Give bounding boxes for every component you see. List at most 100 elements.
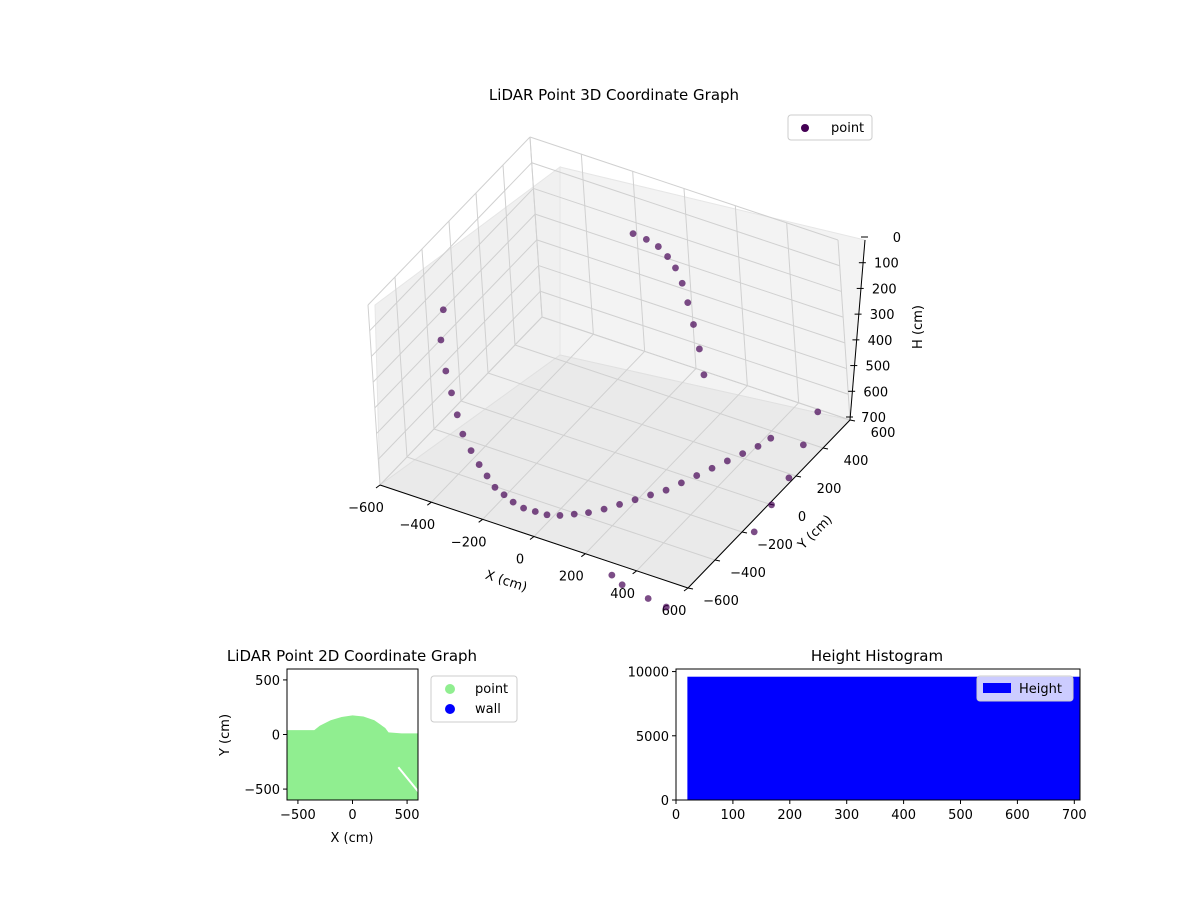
scatter-point-3d	[647, 491, 654, 499]
grid-line-z-right	[538, 265, 847, 370]
legend-marker-point-2d	[445, 684, 455, 694]
scatter-point-3d	[677, 479, 685, 487]
x-tick-label-hist: 400	[891, 808, 916, 823]
scatter-point-3d	[664, 253, 671, 260]
scatter-point-3d	[723, 457, 731, 465]
y-axis-label-2d: Y (cm)	[218, 714, 233, 757]
point-region-2d	[287, 715, 418, 800]
chart-2d-plot	[287, 715, 419, 800]
chart-3d: LiDAR Point 3D Coordinate Graph −600 −400…	[348, 86, 926, 619]
histogram-legend-box	[976, 675, 1074, 702]
scatter-point-3d	[608, 571, 616, 579]
z-axis-label-3d: H (cm)	[911, 305, 926, 349]
grid-line-z-left	[379, 316, 543, 486]
grid-line-y-floor	[460, 400, 770, 505]
scatter-point-3d	[767, 434, 775, 442]
y-tick-3d	[822, 447, 829, 450]
x-axis-label-2d: X (cm)	[331, 831, 374, 846]
grid-line-z-right	[540, 290, 849, 395]
grid-line-x-wall	[683, 188, 697, 369]
scatter-point-3d	[785, 474, 793, 482]
chart-histogram: Height Histogram 0 100 200 300 400 500 600 7000…	[628, 647, 1087, 823]
scatter-point-3d	[642, 236, 650, 243]
x-tick-3d	[683, 587, 689, 592]
z-tick-label-3d: 200	[872, 282, 897, 297]
z-tick-label-3d: 400	[868, 334, 893, 349]
x-tick-label-3d: 200	[559, 570, 584, 585]
scatter-point-3d	[654, 243, 662, 250]
scatter-point-3d	[814, 408, 822, 416]
z-tick-label-3d: 500	[865, 360, 890, 375]
z-tick-label-3d: 300	[870, 308, 895, 323]
grid-line-z-left	[371, 188, 534, 357]
x-tick-label-hist: 200	[777, 808, 802, 823]
scatter-point-3d	[644, 595, 652, 602]
grid-line-y-wall	[394, 276, 408, 458]
scatter-point-3d	[531, 508, 539, 515]
grid-line-x-wall	[734, 205, 748, 386]
scatter-point-3d	[768, 501, 775, 509]
grid-line-z-left	[372, 213, 536, 383]
chart-3d-points	[437, 230, 822, 611]
y-tick-label-3d: −600	[703, 594, 739, 609]
y-tick-label-2d: 0	[272, 729, 280, 744]
point-gap-2d	[397, 766, 419, 792]
grid-line-x-wall	[632, 171, 646, 352]
scatter-point-3d	[662, 603, 670, 611]
x-tick-label-hist: 300	[834, 808, 859, 823]
grid-line-z-left	[374, 239, 538, 409]
grid-line-z-left	[377, 290, 541, 460]
grid-line-y-floor	[487, 372, 797, 477]
chart-3d-grid	[367, 136, 851, 589]
y-tick-label-hist: 5000	[636, 730, 669, 745]
grid-line-z-right	[533, 187, 842, 292]
x-tick-3d	[478, 518, 483, 523]
grid-line-y-wall	[367, 304, 381, 486]
y-tick-3d	[795, 475, 802, 478]
legend-marker-height	[983, 683, 1011, 693]
scatter-point-3d	[693, 472, 701, 479]
x-tick-3d	[427, 501, 432, 506]
x-tick-3d	[529, 536, 535, 540]
scatter-point-3d	[448, 389, 455, 397]
scatter-point-3d	[585, 509, 592, 516]
chart-3d-legend: point	[787, 114, 873, 141]
z-tick-label-3d: 100	[874, 257, 899, 272]
x-tick-3d	[632, 570, 637, 575]
scatter-point-3d	[556, 512, 564, 519]
y-tick-3d	[687, 587, 694, 590]
y-tick-3d	[849, 419, 856, 422]
scatter-point-3d	[662, 486, 670, 494]
y-tick-label-3d: −400	[730, 566, 766, 581]
x-tick-label-3d: −200	[451, 535, 487, 550]
legend-label-wall-2d: wall	[475, 702, 501, 717]
grid-line-z-right	[536, 239, 846, 344]
x-tick-label-hist: 500	[948, 808, 973, 823]
x-tick-label-2d: 500	[395, 808, 420, 823]
x-tick-label-hist: 600	[1005, 808, 1030, 823]
grid-line-z-left	[367, 136, 531, 306]
legend-label-height: Height	[1019, 682, 1062, 697]
chart-2d-ticks: −500 0 500 −500 0 500	[244, 674, 419, 823]
chart-2d-legend: point wall	[430, 675, 518, 723]
scatter-point-3d	[600, 505, 608, 513]
chart-2d: LiDAR Point 2D Coordinate Graph −500 0 500…	[218, 647, 518, 846]
legend-label-point-3d: point	[831, 121, 864, 136]
grid-line-y-floor	[406, 456, 716, 561]
chart-3d-title: LiDAR Point 3D Coordinate Graph	[489, 86, 739, 104]
legend-marker-point-3d	[801, 124, 809, 132]
y-tick-label-2d: −500	[244, 783, 280, 798]
scatter-point-3d	[442, 367, 450, 375]
scatter-point-3d	[459, 430, 467, 438]
scatter-point-3d	[616, 501, 623, 508]
scatter-point-3d	[631, 496, 639, 504]
grid-line-x-wall	[837, 239, 851, 421]
z-tick-label-3d: 700	[861, 411, 886, 426]
y-tick-label-3d: −200	[757, 538, 793, 553]
y-tick-label-hist: 0	[661, 794, 669, 809]
scatter-point-3d	[695, 345, 703, 353]
x-tick-label-3d: −400	[399, 518, 435, 533]
chart-2d-title: LiDAR Point 2D Coordinate Graph	[227, 647, 477, 665]
scatter-point-3d	[439, 306, 447, 314]
